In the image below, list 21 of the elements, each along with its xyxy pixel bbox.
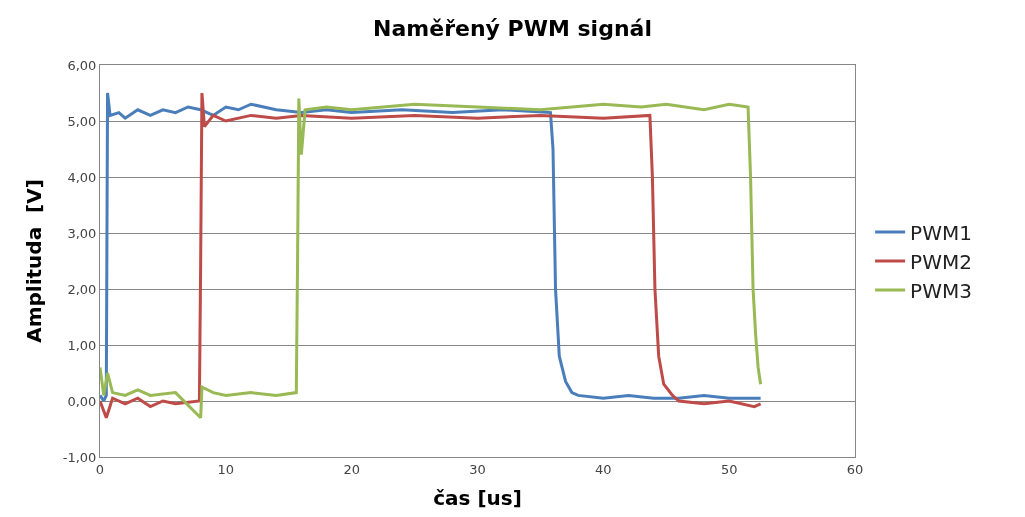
y-tick-label: 3,00 — [67, 225, 97, 241]
y-tick-label: 5,00 — [67, 113, 97, 129]
chart-title: Naměřený PWM signál — [373, 16, 652, 42]
x-tick-label: 10 — [217, 461, 235, 477]
legend-label: PWM1 — [910, 220, 972, 245]
legend-label: PWM2 — [910, 249, 972, 274]
y-axis-title: Amplituda [V] — [22, 179, 47, 343]
y-tick-label: 4,00 — [67, 169, 97, 185]
y-tick-label: 2,00 — [67, 281, 97, 297]
x-tick-label: 30 — [469, 461, 486, 477]
x-axis-title: čas [us] — [433, 486, 522, 511]
y-tick-label: 6,00 — [67, 57, 97, 73]
y-tick-label: 1,00 — [67, 337, 97, 353]
x-tick-label: 60 — [846, 461, 864, 477]
x-tick-label: 20 — [343, 461, 360, 477]
x-tick-label: 0 — [95, 461, 105, 477]
x-tick-label: 40 — [595, 461, 612, 477]
y-tick-label: 0,00 — [67, 393, 97, 409]
x-tick-label: 50 — [720, 461, 738, 477]
y-tick-label: -1,00 — [62, 449, 97, 465]
legend-label: PWM3 — [910, 278, 972, 303]
